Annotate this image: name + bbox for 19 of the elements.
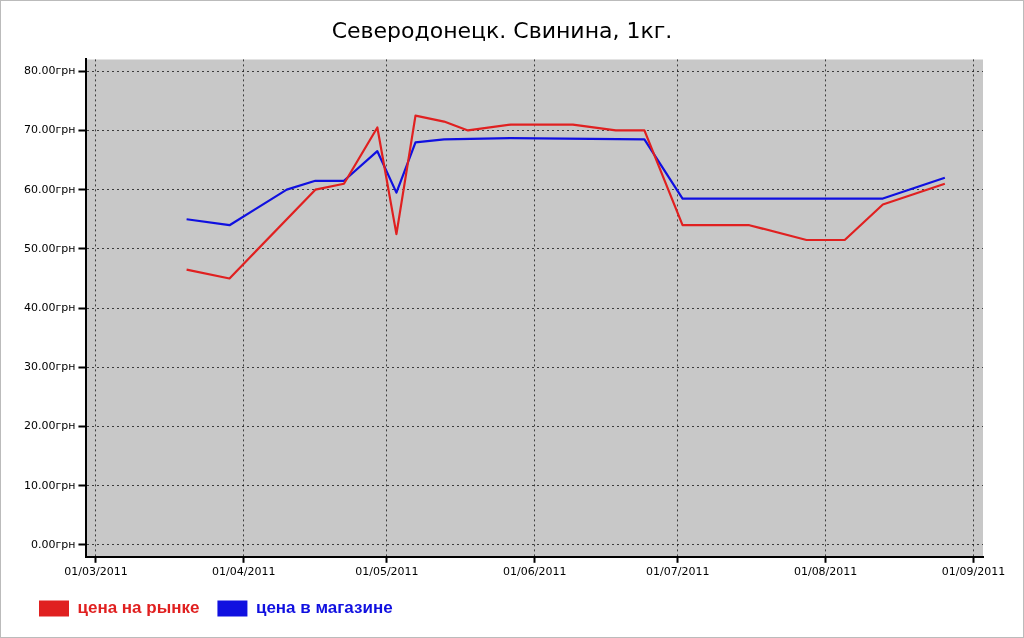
x-tick-label: 01/09/2011 xyxy=(941,565,1006,579)
x-tick-label: 01/05/2011 xyxy=(355,565,419,579)
x-tick-label: 01/07/2011 xyxy=(646,565,710,579)
x-tick-label: 01/04/2011 xyxy=(212,565,276,579)
y-tick-label: 80.00грн xyxy=(23,64,76,78)
y-tick-label: 40.00грн xyxy=(23,300,76,314)
y-tick-label: 20.00грн xyxy=(23,419,76,433)
y-tick-label: 70.00грн xyxy=(23,123,76,137)
y-tick-label: 30.00грн xyxy=(23,360,76,374)
legend-label: цена на рынке xyxy=(77,598,200,618)
y-tick-label: 50.00грн xyxy=(23,241,76,255)
y-tick-label: 0.00грн xyxy=(30,537,76,551)
chart-title: Северодонецк. Свинина, 1кг. xyxy=(331,17,673,43)
x-tick-label: 01/08/2011 xyxy=(793,565,858,579)
x-tick-label: 01/06/2011 xyxy=(503,565,567,579)
y-tick-label: 60.00грн xyxy=(23,182,76,196)
y-tick-label: 10.00грн xyxy=(23,478,76,492)
legend-label: цена в магазине xyxy=(255,598,393,618)
x-tick-label: 01/03/2011 xyxy=(64,565,128,579)
